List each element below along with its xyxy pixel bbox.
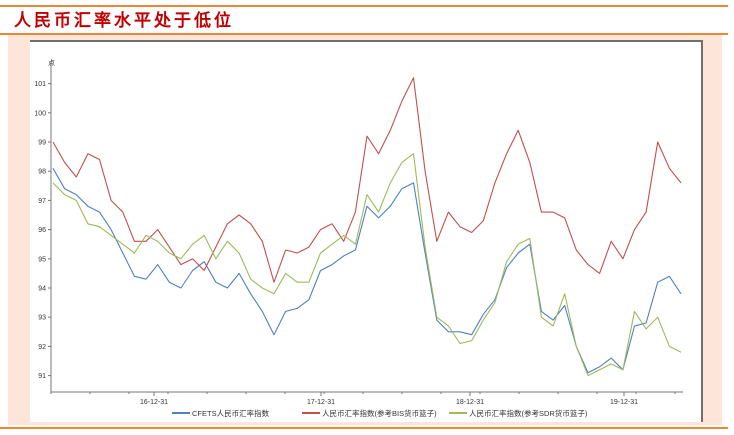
series-line xyxy=(52,168,682,374)
legend-swatch xyxy=(302,412,320,414)
y-tick-label: 97 xyxy=(38,198,46,205)
legend-label: 人民币汇率指数(参考SDR货币篮子) xyxy=(469,408,588,418)
legend-item-sdr: 人民币汇率指数(参考SDR货币篮子) xyxy=(449,407,587,419)
legend-swatch xyxy=(449,412,467,414)
page-title: 人民币汇率水平处于低位 xyxy=(14,11,234,31)
y-unit-label: 点 xyxy=(48,59,55,67)
y-tick-label: 99 xyxy=(38,140,46,147)
y-tick-label: 96 xyxy=(38,227,46,234)
series-lines xyxy=(52,77,682,377)
y-tick-label: 92 xyxy=(38,344,46,351)
legend-item-bis: 人民币汇率指数(参考BIS货币篮子) xyxy=(302,407,437,419)
chart-frame xyxy=(30,40,703,422)
axes: 点 91 92 93 94 95 96 97 98 99 100 101 16-12-31 17-12-3… xyxy=(34,59,683,406)
legend-swatch xyxy=(172,412,190,414)
y-tick-label: 95 xyxy=(38,256,46,263)
y-tick-label: 100 xyxy=(34,110,46,117)
x-tick-label: 19-12-31 xyxy=(610,399,638,406)
y-tick-label: 93 xyxy=(38,315,46,322)
legend-label: 人民币汇率指数(参考BIS货币篮子) xyxy=(322,408,437,418)
legend-item-cfets: CFETS人民币汇率指数 xyxy=(172,407,269,419)
series-line xyxy=(52,77,682,283)
y-tick-label: 94 xyxy=(38,286,46,293)
y-tick-label: 101 xyxy=(34,81,46,88)
y-tick-label: 98 xyxy=(38,169,46,176)
x-tick-label: 18-12-31 xyxy=(456,399,484,406)
series-line xyxy=(52,153,682,377)
x-tick-label: 17-12-31 xyxy=(307,399,335,406)
title-rule xyxy=(0,33,728,35)
bottom-rule xyxy=(0,427,728,429)
x-tick-label: 16-12-31 xyxy=(140,399,168,406)
y-tick-label: 91 xyxy=(38,373,46,380)
top-rule xyxy=(0,5,728,7)
legend-label: CFETS人民币汇率指数 xyxy=(192,408,270,418)
